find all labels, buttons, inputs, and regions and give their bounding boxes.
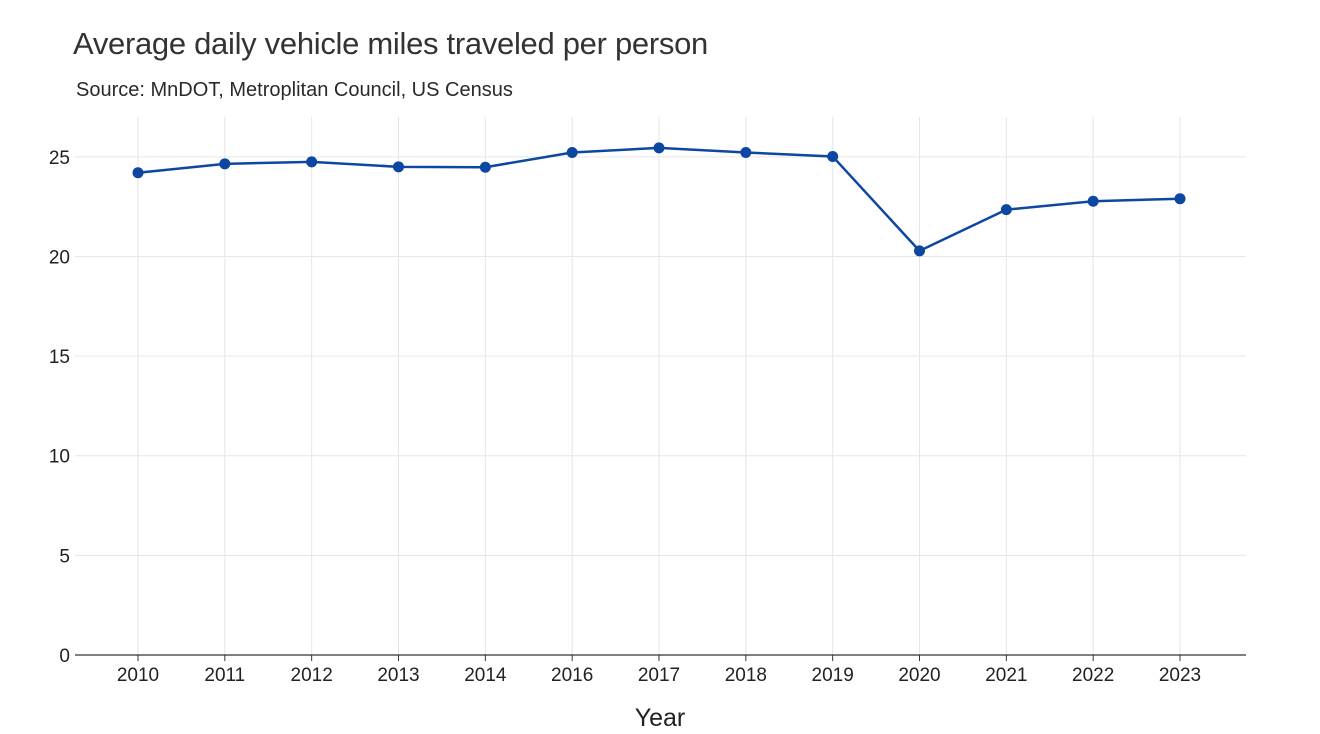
y-tick-label: 20 <box>49 247 70 268</box>
chart-subtitle: Source: MnDOT, Metroplitan Council, US C… <box>76 79 513 101</box>
x-tick-label: 2023 <box>1159 665 1201 686</box>
x-tick-labels: 2010 2011 2012 2013 2014 2016 2017 2018 2019 2020… <box>117 665 1201 686</box>
data-point <box>219 158 231 170</box>
data-point <box>479 161 491 173</box>
y-tick-label: 5 <box>59 546 70 567</box>
x-tick-label: 2019 <box>812 665 854 686</box>
x-tick-label: 2011 <box>204 665 245 686</box>
x-tick-label: 2014 <box>464 665 507 686</box>
y-tick-label: 15 <box>49 347 70 368</box>
x-tick-label: 2012 <box>291 665 333 686</box>
data-point <box>653 142 665 154</box>
data-point <box>566 146 578 158</box>
x-tick-label: 2021 <box>985 665 1027 686</box>
data-point <box>740 146 752 158</box>
y-gridlines <box>75 156 1246 556</box>
y-tick-label: 0 <box>59 646 70 667</box>
x-gridlines <box>137 117 1181 655</box>
x-axis-title: Year <box>635 704 686 732</box>
data-point <box>1174 193 1186 205</box>
x-axis <box>75 654 1246 661</box>
x-tick-label: 2017 <box>638 665 680 686</box>
x-tick-label: 2022 <box>1072 665 1114 686</box>
x-tick-label: 2013 <box>377 665 419 686</box>
data-point <box>827 150 839 162</box>
chart-title: Average daily vehicle miles traveled per… <box>73 26 708 61</box>
y-tick-label: 25 <box>49 148 70 169</box>
data-point <box>1087 195 1099 207</box>
data-point <box>306 156 318 168</box>
data-point <box>132 167 144 179</box>
series-points <box>132 142 1186 257</box>
x-tick-label: 2020 <box>898 665 940 686</box>
x-tick-label: 2018 <box>725 665 767 686</box>
x-tick-label: 2016 <box>551 665 593 686</box>
y-tick-label: 10 <box>49 447 70 468</box>
x-tick-label: 2010 <box>117 665 159 686</box>
data-point <box>393 161 404 173</box>
y-tick-labels: 0 5 10 15 20 25 <box>49 148 70 667</box>
data-point <box>914 245 925 257</box>
data-point <box>1000 204 1012 216</box>
